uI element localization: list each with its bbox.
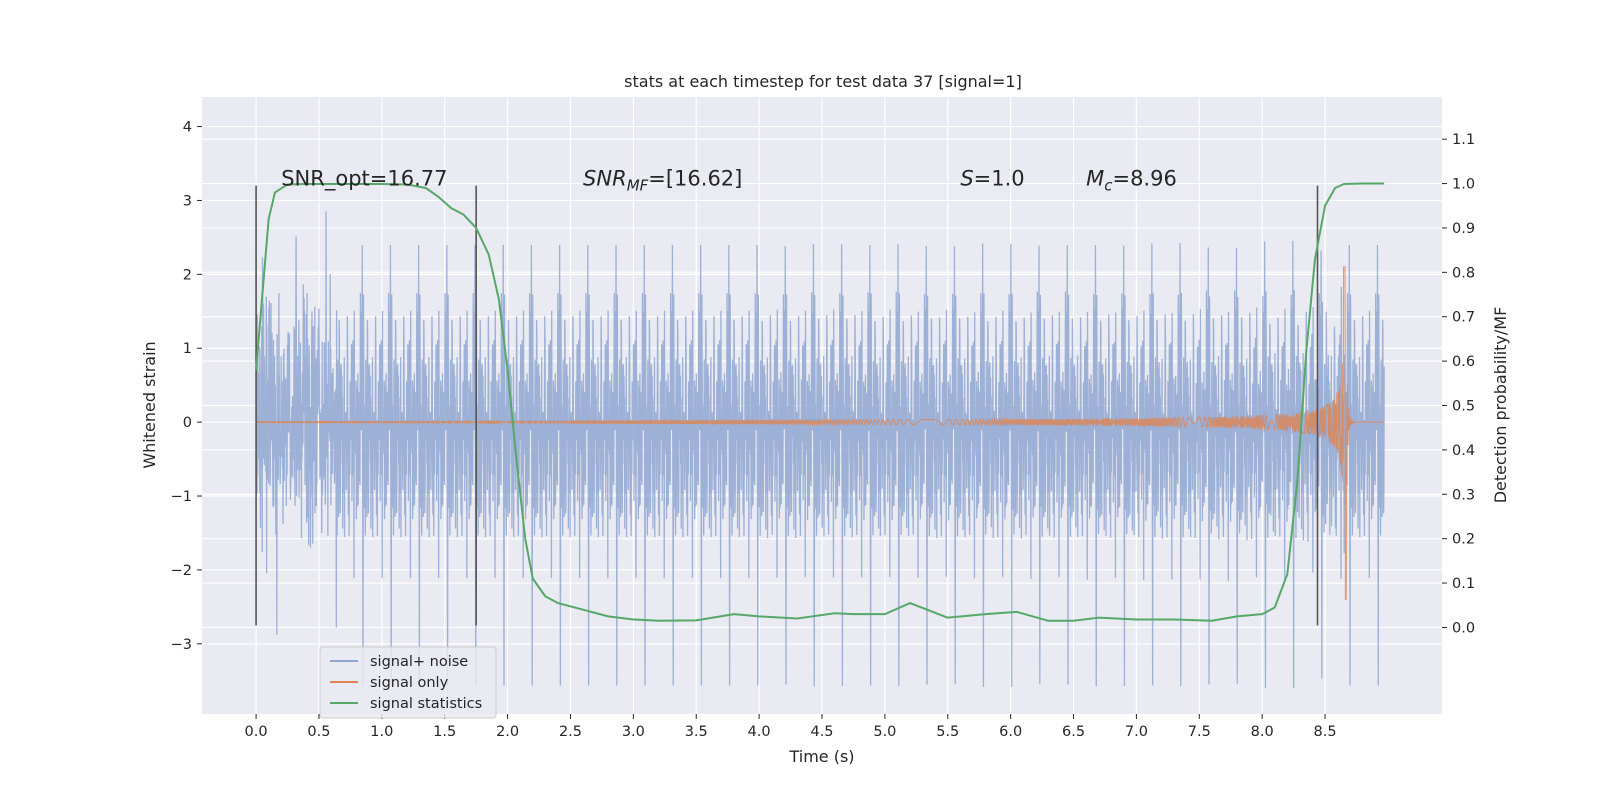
- x-tick-label: 8.0: [1251, 724, 1274, 740]
- legend-label: signal statistics: [370, 696, 482, 712]
- annotation-value: =8.96: [1112, 167, 1176, 191]
- annotation-math-sub: MF: [627, 177, 649, 195]
- x-tick-label: 4.0: [748, 724, 771, 740]
- annotation-value: =[16.62]: [648, 167, 742, 191]
- x-tick-label: 7.0: [1125, 724, 1148, 740]
- annotation-3: Mc=8.96: [1086, 167, 1177, 195]
- x-tick-label: 8.5: [1314, 724, 1337, 740]
- x-tick-label: 2.0: [496, 724, 519, 740]
- y-tick-label-left: 2: [183, 267, 192, 283]
- y-tick-label-left: 1: [183, 341, 192, 357]
- x-tick-label: 2.5: [559, 724, 582, 740]
- legend-label: signal+ noise: [370, 654, 468, 670]
- x-tick-label: 4.5: [810, 724, 833, 740]
- y-tick-label-right: 1.0: [1452, 177, 1475, 193]
- y-tick-label-right: 0.2: [1452, 532, 1475, 548]
- annotation-1: SNRMF=[16.62]: [583, 167, 742, 195]
- y-tick-label-left: 0: [183, 415, 192, 431]
- y-tick-label-left: 3: [183, 193, 192, 209]
- y-tick-label-right: 0.4: [1452, 443, 1475, 459]
- legend-box: [319, 646, 497, 719]
- plot-content: [255, 182, 1385, 689]
- annotations: SNR_opt=16.77 SNRMF=[16.62] S=1.0 Mc=8.96: [281, 167, 1177, 195]
- x-tick-label: 0.5: [307, 724, 330, 740]
- y-tick-label-right: 0.5: [1452, 399, 1475, 415]
- annotation-math-sub: c: [1104, 177, 1113, 195]
- y-tick-label-right: 0.0: [1452, 620, 1475, 636]
- y-axis-label-right: Detection probability/MF: [1491, 307, 1510, 504]
- series-signal-noise-line: [255, 211, 1385, 689]
- legend-label: signal only: [370, 675, 449, 691]
- x-tick-label: 1.0: [370, 724, 393, 740]
- y-tick-label-right: 0.9: [1452, 221, 1475, 237]
- y-tick-label-left: 4: [183, 120, 192, 136]
- y-axis-right: 0.0 0.1 0.2 0.3 0.4 0.5 0.6 0.7 0.8 0.9 1.0 1.1: [1442, 132, 1475, 636]
- series-signal-only-line: [255, 266, 1385, 601]
- legend: signal+ noise signal only signal statistic…: [319, 646, 497, 719]
- annotation-math-base: SNR: [583, 167, 627, 191]
- chart-title: stats at each timestep for test data 37 …: [624, 72, 1022, 91]
- y-tick-label-right: 0.1: [1452, 576, 1475, 592]
- y-axis-left: −3 −2 −1 0 1 2 3 4: [171, 120, 202, 653]
- annotation-math-base: M: [1086, 167, 1104, 191]
- y-tick-label-right: 0.8: [1452, 265, 1475, 281]
- x-tick-label: 0.0: [245, 724, 268, 740]
- y-axis-label-left: Whitened strain: [140, 341, 159, 468]
- x-tick-label: 3.0: [622, 724, 645, 740]
- y-tick-label-right: 0.3: [1452, 487, 1475, 503]
- y-tick-label-right: 0.7: [1452, 310, 1475, 326]
- x-axis: 0.0 0.5 1.0 1.5 2.0 2.5 3.0 3.5 4.0 4.5 5.0 5.5 6.0 6…: [245, 714, 1337, 740]
- annotation-value: =1.0: [974, 167, 1025, 191]
- y-tick-label-left: −1: [171, 489, 192, 505]
- annotation-2: S=1.0: [960, 167, 1024, 191]
- annotation-math-base: S: [960, 167, 973, 191]
- y-tick-label-right: 1.1: [1452, 132, 1475, 148]
- x-tick-label: 1.5: [433, 724, 456, 740]
- x-tick-label: 5.0: [873, 724, 896, 740]
- x-tick-label: 5.5: [936, 724, 959, 740]
- y-tick-label-right: 0.6: [1452, 354, 1475, 370]
- x-tick-label: 6.0: [999, 724, 1022, 740]
- x-tick-label: 7.5: [1188, 724, 1211, 740]
- x-tick-label: 3.5: [685, 724, 708, 740]
- y-tick-label-left: −2: [171, 563, 192, 579]
- x-axis-label: Time (s): [788, 747, 854, 766]
- y-tick-label-left: −3: [171, 637, 192, 653]
- annotation-0: SNR_opt=16.77: [281, 167, 447, 192]
- series-signal-statistics-line: [255, 182, 1385, 622]
- x-tick-label: 6.5: [1062, 724, 1085, 740]
